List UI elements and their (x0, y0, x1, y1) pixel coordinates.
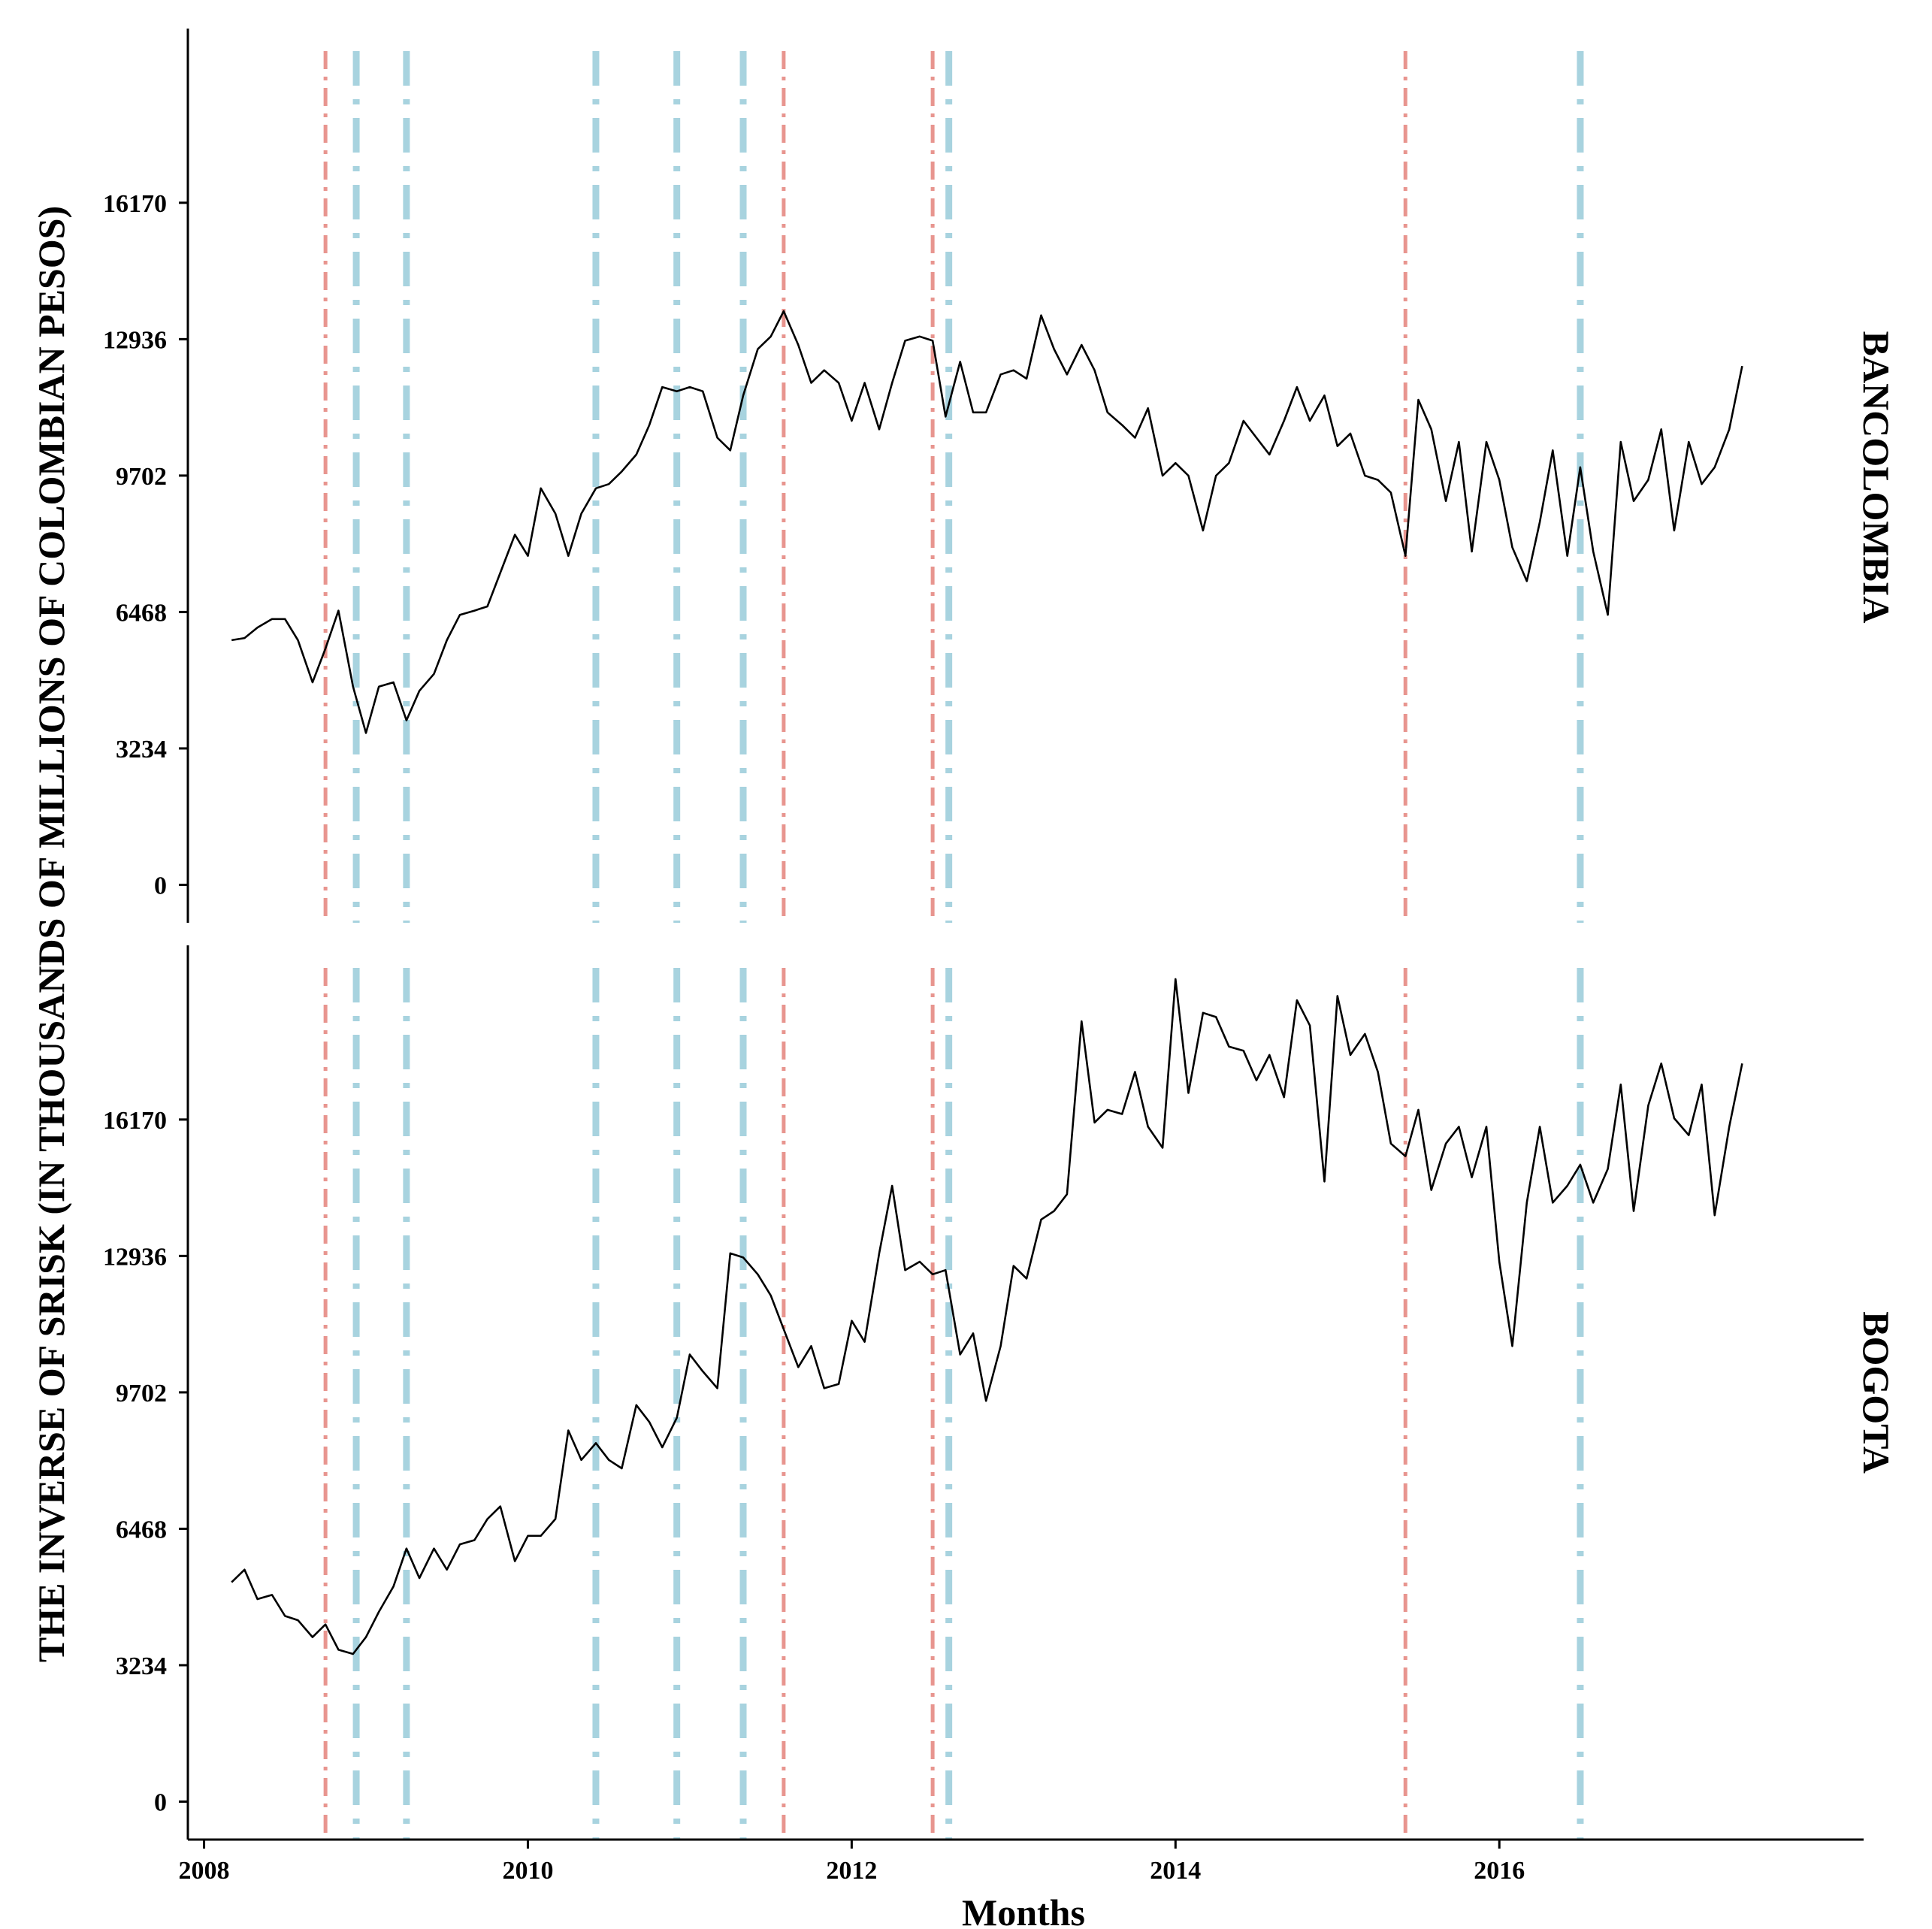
x-tick-label: 2010 (502, 1857, 553, 1885)
y-tick-label: 12936 (103, 1243, 167, 1271)
x-tick-label: 2008 (179, 1857, 230, 1885)
y-ticks-bancolombia: 0 3234 6468 9702 12936 16170 (103, 190, 188, 899)
y-tick-label: 16170 (103, 1107, 167, 1135)
x-tick-label: 2016 (1474, 1857, 1525, 1885)
y-tick-label: 3234 (116, 736, 167, 763)
event-lines-bogota (323, 968, 1584, 1840)
y-tick-label: 6468 (116, 599, 167, 627)
y-tick-label: 0 (154, 872, 167, 899)
y-tick-label: 9702 (116, 1380, 167, 1407)
x-tick-label: 2014 (1150, 1857, 1201, 1885)
x-tick-label: 2012 (826, 1857, 877, 1885)
event-lines-bancolombia (323, 51, 1584, 923)
x-axis-title: Months (962, 1891, 1085, 1929)
panel-bogota: 0 3234 6468 9702 12936 16170 2008 2010 2012 2014… (103, 945, 1897, 1885)
x-ticks: 2008 2010 2012 2014 2016 (179, 1840, 1525, 1885)
panel-bancolombia: 0 3234 6468 9702 12936 16170 BANCOLOMBIA (103, 29, 1897, 923)
y-tick-label: 6468 (116, 1516, 167, 1544)
y-tick-label: 0 (154, 1788, 167, 1816)
y-tick-label: 12936 (103, 326, 167, 354)
y-tick-label: 3234 (116, 1652, 167, 1680)
series-line-bancolombia (231, 310, 1743, 734)
panel-strip-label-bogota: BOGOTA (1855, 1311, 1897, 1474)
y-axis-title: THE INVERSE OF SRISK (IN THOUSANDS OF MI… (30, 206, 72, 1662)
y-tick-label: 9702 (116, 463, 167, 491)
y-ticks-bogota: 0 3234 6468 9702 12936 16170 (103, 1107, 188, 1816)
y-tick-label: 16170 (103, 190, 167, 218)
series-line-bogota (231, 978, 1743, 1655)
panel-strip-label-bancolombia: BANCOLOMBIA (1855, 331, 1897, 624)
